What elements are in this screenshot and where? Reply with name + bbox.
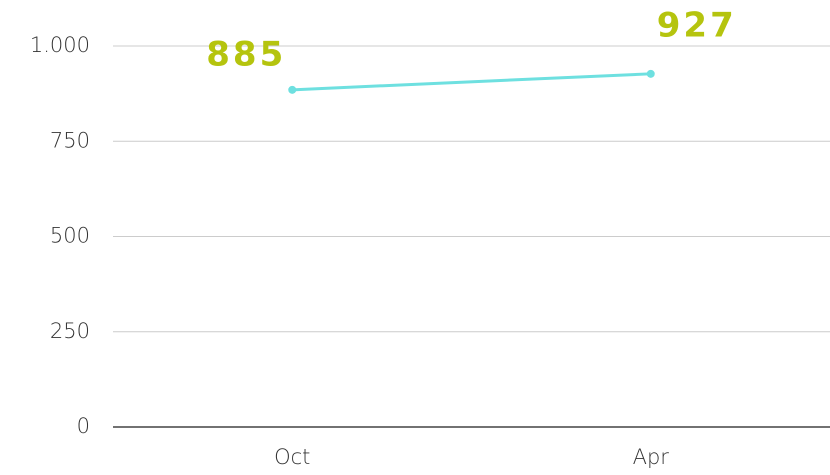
y-tick-label: 1.000 — [30, 33, 90, 57]
point — [646, 69, 655, 78]
y-tick-label: 750 — [50, 128, 90, 152]
x-tick-label: Apr — [633, 445, 670, 469]
y-tick-label: 250 — [50, 319, 90, 343]
y-tick-label: 500 — [50, 224, 90, 248]
value-label: 885 — [206, 34, 286, 74]
value-label: 927 — [657, 5, 737, 45]
point — [288, 85, 297, 94]
line — [292, 72, 651, 92]
x-tick-label: Oct — [274, 445, 310, 469]
y-tick-label: 0 — [77, 414, 90, 438]
